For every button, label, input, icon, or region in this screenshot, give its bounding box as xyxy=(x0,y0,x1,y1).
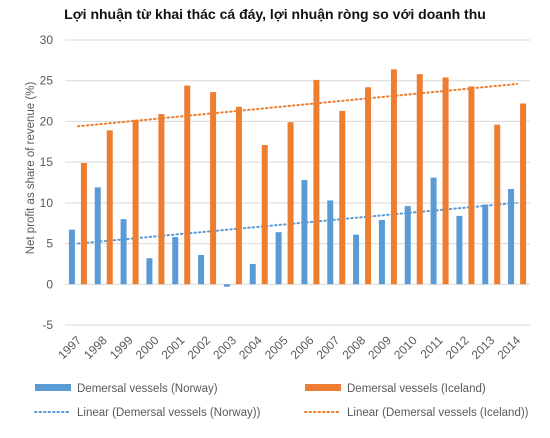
bar xyxy=(80,162,87,285)
bar xyxy=(106,130,113,285)
trendline xyxy=(76,82,519,128)
x-tick-label: 1998 xyxy=(81,333,110,362)
legend-label: Linear (Demersal vessels (Norway)) xyxy=(77,407,261,419)
x-axis-ticks: 1997199819992000200120022003200420052006… xyxy=(55,333,523,362)
x-tick-label: 2006 xyxy=(288,333,317,362)
x-tick-label: 1999 xyxy=(107,333,136,362)
bar xyxy=(378,219,385,285)
bar xyxy=(210,92,217,285)
bar xyxy=(468,86,475,285)
trendline xyxy=(76,201,519,245)
x-tick-label: 2007 xyxy=(314,333,343,362)
legend-swatch xyxy=(35,384,71,391)
bar xyxy=(146,258,153,285)
x-tick-label: 2000 xyxy=(133,333,162,362)
bar xyxy=(508,189,515,285)
y-tick-label: 25 xyxy=(40,74,54,88)
x-tick-label: 1997 xyxy=(55,333,84,362)
x-tick-label: 2004 xyxy=(236,333,265,362)
bar xyxy=(287,122,294,285)
bars xyxy=(68,69,527,287)
bar xyxy=(184,85,191,285)
bar xyxy=(94,187,101,285)
bar xyxy=(249,263,256,285)
bar xyxy=(520,103,527,285)
bar xyxy=(390,69,397,285)
bar xyxy=(416,74,423,285)
bar xyxy=(261,145,268,285)
y-tick-label: 15 xyxy=(40,155,54,169)
x-tick-label: 2014 xyxy=(494,333,523,362)
bar xyxy=(158,114,165,285)
legend-label: Demersal vessels (Iceland) xyxy=(347,383,486,395)
bar xyxy=(353,234,360,285)
legend-label: Demersal vessels (Norway) xyxy=(77,383,218,395)
legend-swatch xyxy=(305,384,341,391)
bar xyxy=(120,219,127,285)
bar xyxy=(442,77,449,285)
bar xyxy=(68,229,75,285)
bar xyxy=(430,177,437,285)
legend-label: Linear (Demersal vessels (Iceland)) xyxy=(347,407,529,419)
x-tick-label: 2009 xyxy=(365,333,394,362)
x-tick-label: 2003 xyxy=(210,333,239,362)
bar xyxy=(482,204,489,285)
gridlines xyxy=(65,39,530,326)
bar xyxy=(327,200,334,285)
trendlines xyxy=(76,82,519,245)
bar xyxy=(198,254,205,285)
y-tick-label: 30 xyxy=(40,33,54,47)
bar xyxy=(275,232,282,285)
bar xyxy=(494,124,501,285)
bar xyxy=(235,106,242,285)
legend: Demersal vessels (Norway) Demersal vessel… xyxy=(34,383,529,419)
x-tick-label: 2010 xyxy=(391,333,420,362)
x-tick-label: 2011 xyxy=(418,333,446,361)
x-tick-label: 2013 xyxy=(469,333,498,362)
x-tick-label: 2002 xyxy=(184,333,213,362)
y-tick-label: -5 xyxy=(42,318,53,332)
bar xyxy=(456,215,463,285)
x-tick-label: 2008 xyxy=(339,333,368,362)
x-tick-label: 2012 xyxy=(443,333,472,362)
bar xyxy=(301,180,308,285)
y-tick-label: 0 xyxy=(46,277,53,291)
bar xyxy=(339,110,346,285)
y-axis-ticks: -5 0 5 10 15 20 25 30 xyxy=(40,33,54,332)
chart-title: Lợi nhuận từ khai thác cá đáy, lợi nhuận… xyxy=(64,6,486,22)
y-axis-label: Net profit as share of revenue (%) xyxy=(25,82,37,255)
bar xyxy=(365,87,372,285)
bar xyxy=(404,206,411,285)
y-tick-label: 5 xyxy=(46,237,53,251)
bar xyxy=(172,237,179,285)
x-tick-label: 2001 xyxy=(159,333,188,362)
bar xyxy=(313,79,320,285)
bar xyxy=(223,284,230,287)
y-tick-label: 10 xyxy=(40,196,54,210)
y-tick-label: 20 xyxy=(40,114,54,128)
bar xyxy=(132,119,139,285)
x-tick-label: 2005 xyxy=(262,333,291,362)
